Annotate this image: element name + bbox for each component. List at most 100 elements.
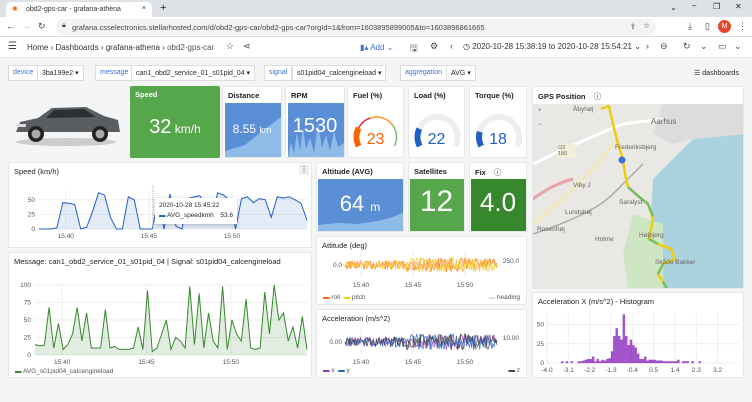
histogram-bar [681,361,685,364]
rpm-bg [288,103,344,157]
y-tick-label: 0.0 [333,262,342,269]
x-tick-label: 15:45 [141,233,158,240]
time-back-icon[interactable]: ‹ [450,41,453,51]
share-icon[interactable]: ⇪ [629,22,636,31]
browser-tab[interactable]: ✺ obd2-gps-car - grafana-athena × [6,2,152,17]
menu-icon[interactable]: ⋮ [738,21,747,31]
tooltip-time: 2020-10-28 15:45:22 [159,202,220,209]
panel-title: Acceleration (m/s^2) [322,314,391,323]
settings-icon[interactable]: ⚙ [430,41,439,51]
panel-title: GPS Position ⓘ [538,92,602,101]
back-icon[interactable]: ← [6,21,15,31]
map[interactable]: + − Åbyhøj Aarhus Frederiksbjerg Viby J L… [533,104,743,288]
legend-item[interactable]: ▬ heading [488,294,520,301]
histogram-bar [570,361,573,364]
legend-item[interactable]: ▬ y [338,367,350,374]
histogram-bar [584,359,588,364]
breadcrumb-dashboards[interactable]: Dashboards [55,43,99,52]
signal-select[interactable]: s01pid04_calcengineload ▾ [292,65,387,81]
star-icon[interactable]: ☆ [226,41,235,51]
map-label: Holme [595,236,614,243]
time-forward-icon[interactable]: › [646,41,649,51]
tv-mode-icon[interactable]: ▭ [718,41,727,51]
x-tick-label: 0.5 [649,367,658,374]
torque-value: 18 [489,131,507,148]
breadcrumb-home[interactable]: Home [27,43,49,52]
zoom-out-icon[interactable]: ⊖ [660,41,668,51]
road-badge: O2 180 [557,144,575,158]
new-tab-icon[interactable]: + [160,2,167,14]
legend-item[interactable]: ▬ z [508,367,520,374]
panel-menu-icon[interactable]: ⋮ [299,165,309,175]
panel-title: Speed [135,90,158,99]
dashboards-link[interactable]: ☰ dashboards [694,70,739,77]
torque-gauge-panel: Torque (%) 18 [469,86,527,158]
minimize-icon[interactable]: – [692,1,697,10]
histogram-bar [639,359,642,364]
time-picker[interactable]: ◷ 2020-10-28 15:38:19 to 2020-10-28 15:5… [463,42,641,51]
add-button[interactable]: ▮▴ Add ⌄ [360,43,394,52]
reload-icon[interactable]: ↻ [38,21,46,31]
tv-chevron-icon[interactable]: ⌄ [734,41,742,51]
x-tick-label: 15:40 [54,359,71,366]
altitude-stat-panel: Altitude (AVG) 64 m [316,162,404,232]
save-icon[interactable]: 🖫︎ [410,43,418,53]
forward-icon[interactable]: → [22,21,31,31]
svg-text:−: − [538,122,542,128]
tab-search-icon[interactable]: ⌄ [670,3,677,12]
map-label: Lundshøj [565,209,592,216]
share-dashboard-icon[interactable]: ⋖ [243,41,251,51]
message-select[interactable]: can1_obd2_service_01_s01pid_04 ▾ [131,65,256,81]
rpm-stat-panel: RPM 1530 [285,86,345,158]
breadcrumb-folder[interactable]: grafana-athena [105,43,160,52]
histogram-bar [620,339,623,364]
speed-value: 32 km/h [149,116,201,138]
distance-stat-panel: Distance 8.55 km [222,86,282,158]
y-tick-label: 50 [24,317,32,324]
y-tick-label: 25 [28,211,36,218]
device-select[interactable]: 3ba199e2 ▾ [37,65,84,81]
series-line [344,332,498,350]
histogram-bar [636,353,640,364]
url-input[interactable]: 🔒︎ grafana.csselectronics.stellarhosted.… [56,19,656,35]
grafana-nav: ☰ Home › Dashboards › grafana-athena › o… [0,37,752,58]
download-icon[interactable]: ⤓ [688,21,692,31]
y2-tick-label: 250.0 [503,258,520,265]
acceleration-chart-panel: Acceleration (m/s^2) 0.00 10.00 15:40 15:45… [316,309,527,378]
info-icon[interactable]: ⓘ [493,168,502,177]
refresh-interval-icon[interactable]: ⌄ [700,41,708,51]
info-icon[interactable]: ⓘ [593,92,602,101]
tab-title: obd2-gps-car - grafana-athena [26,6,121,13]
panel-title: Satellites [414,167,447,176]
histogram-bar [660,360,663,364]
map-label: Frederiksbjerg [615,144,657,151]
x-tick-label: -0.4 [627,367,639,374]
panel-title: Altitude (AVG) [322,167,373,176]
maximize-icon[interactable]: ❐ [713,2,721,11]
legend-item[interactable]: ▬ roll [323,294,340,301]
bookmark-star-icon[interactable]: ☆ [643,21,650,30]
close-tab-icon[interactable]: × [141,5,146,12]
series-line [344,333,498,351]
add-label: Add [370,43,385,52]
series-line [344,257,498,273]
sidepanel-icon[interactable]: ▯ [705,21,710,31]
histogram-bar [651,359,654,364]
histogram-bar [665,361,668,364]
aggregation-select[interactable]: AVG ▾ [446,65,476,81]
legend-item[interactable]: ▬ x [323,367,335,374]
speed-chart-panel: Speed (km/h) ⋮ 0 25 50 15:40 15:45 15:50 2020… [8,162,312,248]
car-image [16,107,120,146]
close-window-icon[interactable]: ✕ [735,2,742,11]
x-tick-label: 15:45 [405,282,422,289]
hamburger-icon[interactable]: ☰ [8,41,17,52]
legend-item[interactable]: ▬ AVG_s01pid04_calcengineload [15,368,114,375]
y-tick-label: 0.00 [329,339,342,346]
profile-avatar[interactable]: M [718,20,731,33]
load-value: 22 [427,131,446,148]
legend-item[interactable]: ▬ pitch [343,294,366,301]
x-tick-label: 15:50 [457,282,474,289]
refresh-icon[interactable]: ↻ [683,41,691,51]
histogram-bar [677,359,680,364]
x-tick-label: 15:40 [58,233,75,240]
